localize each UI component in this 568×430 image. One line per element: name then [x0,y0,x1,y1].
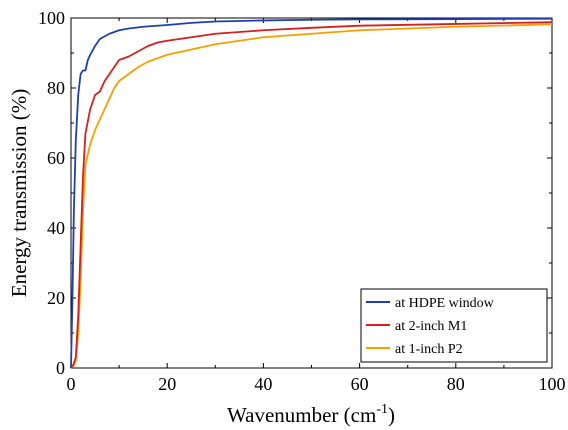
x-tick-label: 80 [447,374,465,394]
legend-label-p2: at 1-inch P2 [395,342,463,357]
y-tick-label: 40 [47,218,65,238]
series-line-1 [70,21,553,369]
x-tick-label: 60 [351,374,369,394]
series-line-0 [70,17,553,369]
tick-labels: 0 20 40 60 80 100 0 20 40 60 80 100 [38,8,566,394]
x-axis-title: Wavenumber (cm-1) [227,402,395,427]
legend-label-m1: at 2-inch M1 [395,319,467,334]
x-tick-label: 100 [539,374,566,394]
legend-box [360,288,548,363]
x-axis-title-main: Wavenumber (cm [227,403,376,427]
y-tick-label: 20 [47,288,65,308]
x-tick-label: 0 [67,374,76,394]
legend-label-hdpe: at HDPE window [395,296,495,311]
x-tick-label: 40 [254,374,272,394]
series-line-2 [70,23,553,369]
y-tick-label: 0 [56,358,65,378]
y-tick-label: 60 [47,148,65,168]
x-tick-label: 20 [158,374,176,394]
y-tick-label: 100 [38,8,65,28]
series-lines [70,17,553,369]
x-axis-title-suffix: ) [388,403,395,427]
y-tick-label: 80 [47,78,65,98]
x-axis-title-superscript: -1 [376,402,388,417]
legend: at HDPE window at 2-inch M1 at 1-inch P2 [360,288,548,363]
y-axis-title: Energy transmission (%) [7,89,31,297]
